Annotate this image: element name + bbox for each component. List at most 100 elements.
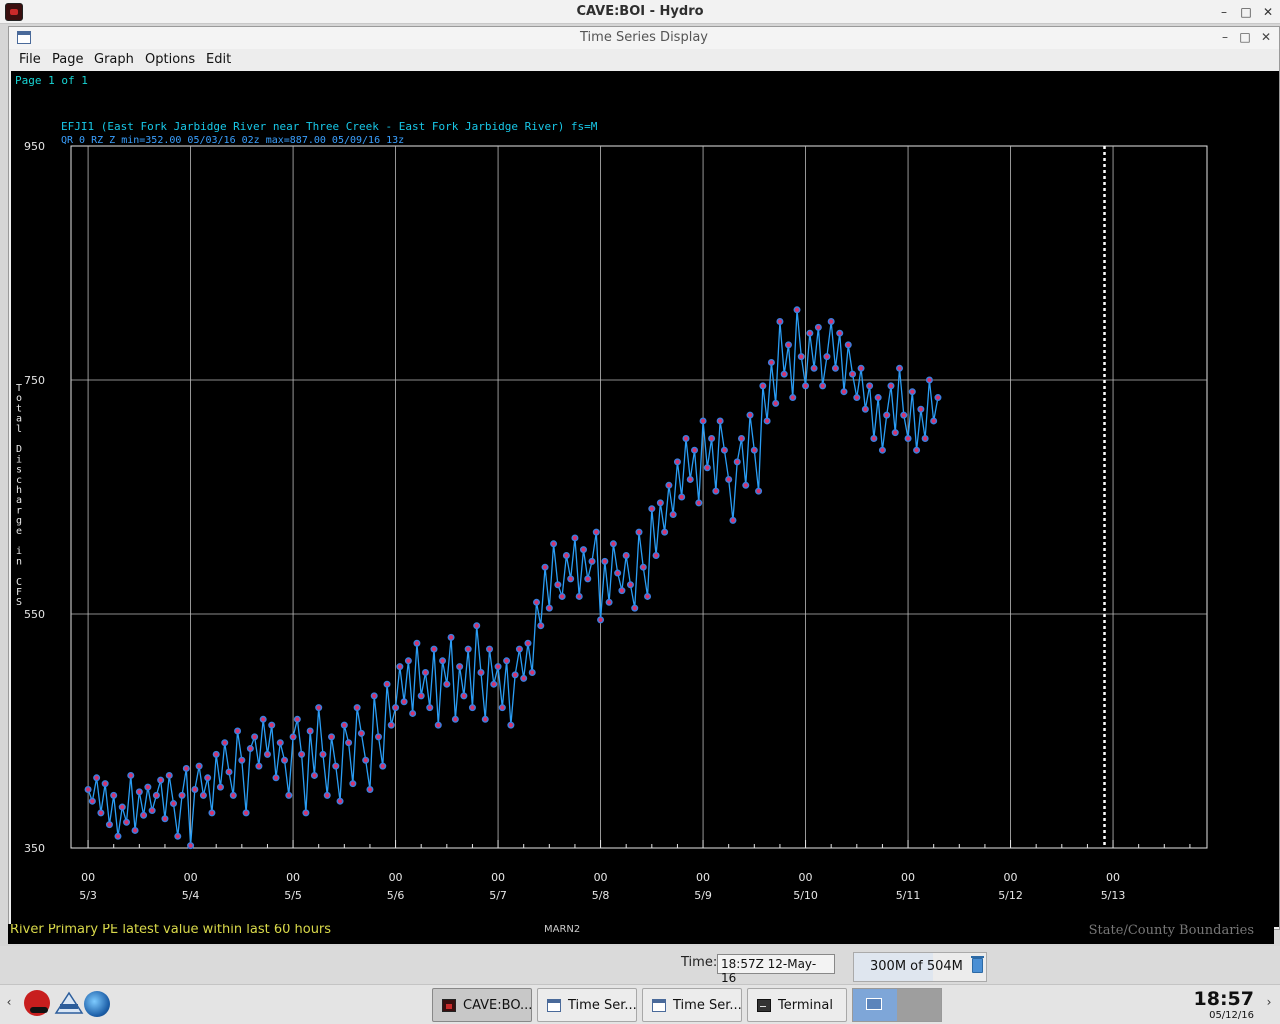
- data-point: [733, 458, 741, 466]
- data-point: [759, 382, 767, 390]
- data-point: [413, 639, 421, 647]
- time-series-plot[interactable]: EFJI1 (East Fork Jarbidge River near Thr…: [11, 71, 1279, 927]
- data-point: [131, 826, 139, 834]
- maximize-icon[interactable]: □: [1240, 5, 1252, 19]
- workspace-pager[interactable]: [852, 988, 942, 1022]
- data-point: [396, 663, 404, 671]
- graph-canvas[interactable]: Page 1 of 1 EFJI1 (East Fork Jarbidge Ri…: [11, 71, 1279, 927]
- globe-launcher-icon[interactable]: [84, 991, 110, 1017]
- data-point: [263, 750, 271, 758]
- y-axis-label-char: e: [16, 526, 22, 537]
- garbage-collect-icon[interactable]: [971, 956, 984, 973]
- taskbar-scroll-right-icon[interactable]: ›: [1266, 995, 1272, 1009]
- data-point: [934, 394, 942, 402]
- ts-close-icon[interactable]: ✕: [1260, 30, 1272, 44]
- data-point: [494, 663, 502, 671]
- chart-header-stats: QR 0 RZ Z min=352.00 05/03/16 02z max=88…: [61, 135, 404, 146]
- data-point: [315, 704, 323, 712]
- data-point: [127, 771, 135, 779]
- task-time-series-2[interactable]: Time Ser...: [642, 988, 742, 1022]
- data-point: [618, 587, 626, 595]
- data-point: [392, 704, 400, 712]
- data-point: [874, 394, 882, 402]
- task-terminal[interactable]: Terminal: [747, 988, 847, 1022]
- data-point: [708, 435, 716, 443]
- data-point: [588, 557, 596, 565]
- data-point: [481, 715, 489, 723]
- awips-launcher-icon[interactable]: [54, 991, 84, 1015]
- data-point: [857, 364, 865, 372]
- y-axis-label-char: c: [16, 475, 22, 486]
- menu-edit[interactable]: Edit: [206, 52, 232, 67]
- data-point: [844, 341, 852, 349]
- memory-monitor[interactable]: 300M of 504M: [853, 952, 987, 982]
- data-point: [340, 721, 348, 729]
- ts-minimize-icon[interactable]: –: [1222, 30, 1228, 44]
- x-tick-hour-label: 00: [1004, 871, 1018, 884]
- redhat-menu-icon[interactable]: [24, 990, 50, 1016]
- y-tick-label: 350: [24, 842, 45, 855]
- taskbar-scroll-left-icon[interactable]: ‹: [6, 995, 12, 1009]
- data-point: [204, 774, 212, 782]
- main-titlebar[interactable]: CAVE:BOI - Hydro – □ ✕: [0, 0, 1280, 24]
- clock[interactable]: 18:57 05/12/16: [1194, 988, 1254, 1021]
- data-point: [567, 575, 575, 583]
- y-axis-label-char: s: [16, 465, 22, 476]
- data-point: [178, 791, 186, 799]
- memory-text: 300M of 504M: [870, 959, 963, 974]
- data-point: [917, 405, 925, 413]
- data-point: [182, 764, 190, 772]
- menu-options[interactable]: Options: [145, 52, 196, 67]
- data-point: [793, 306, 801, 314]
- cave-app-icon[interactable]: [5, 3, 23, 21]
- background-map-strip: River Primary PE latest value within las…: [8, 924, 1274, 944]
- main-window-title: CAVE:BOI - Hydro: [576, 4, 704, 19]
- y-axis-label-char: l: [16, 424, 22, 435]
- data-point: [597, 616, 605, 624]
- y-tick-label: 750: [24, 374, 45, 387]
- data-point: [460, 692, 468, 700]
- ts-maximize-icon[interactable]: □: [1239, 30, 1251, 44]
- workspace-window-icon: [866, 998, 882, 1010]
- x-tick-date-label: 5/7: [489, 889, 507, 902]
- task-cave[interactable]: CAVE:BO...: [432, 988, 532, 1022]
- data-point: [558, 592, 566, 600]
- y-axis-label-char: g: [16, 516, 22, 527]
- menu-page[interactable]: Page: [52, 52, 84, 67]
- data-point: [242, 809, 250, 817]
- data-point: [357, 729, 365, 737]
- workspace-2[interactable]: [897, 989, 941, 1021]
- data-point: [887, 382, 895, 390]
- data-point: [571, 534, 579, 542]
- data-point: [823, 353, 831, 361]
- data-point: [511, 671, 519, 679]
- close-icon[interactable]: ✕: [1262, 5, 1274, 19]
- data-point: [306, 727, 314, 735]
- data-point: [806, 329, 814, 337]
- data-point: [853, 394, 861, 402]
- data-point: [861, 405, 869, 413]
- data-point: [165, 771, 173, 779]
- workspace-1[interactable]: [853, 989, 897, 1021]
- page-label: Page 1 of 1: [15, 74, 88, 87]
- menu-graph[interactable]: Graph: [94, 52, 134, 67]
- x-tick-date-label: 5/10: [793, 889, 818, 902]
- data-point: [725, 475, 733, 483]
- clock-time: 18:57: [1193, 988, 1254, 1010]
- data-point: [716, 417, 724, 425]
- data-point: [900, 411, 908, 419]
- data-point: [216, 783, 224, 791]
- ts-window-title: Time Series Display: [580, 30, 708, 45]
- data-point: [289, 733, 297, 741]
- taskbar: ‹ CAVE:BO... Time Ser... Time Ser... Ter…: [0, 984, 1280, 1024]
- task-time-series-1[interactable]: Time Ser...: [537, 988, 637, 1022]
- data-point: [533, 598, 541, 606]
- time-field[interactable]: 18:57Z 12-May-16: [717, 954, 835, 985]
- data-point: [507, 721, 515, 729]
- menu-file[interactable]: File: [19, 52, 41, 67]
- minimize-icon[interactable]: –: [1221, 5, 1227, 19]
- ts-titlebar[interactable]: Time Series Display – □ ✕: [9, 27, 1279, 49]
- data-point: [626, 581, 634, 589]
- window-menu-icon[interactable]: [17, 31, 31, 44]
- data-point: [123, 818, 131, 826]
